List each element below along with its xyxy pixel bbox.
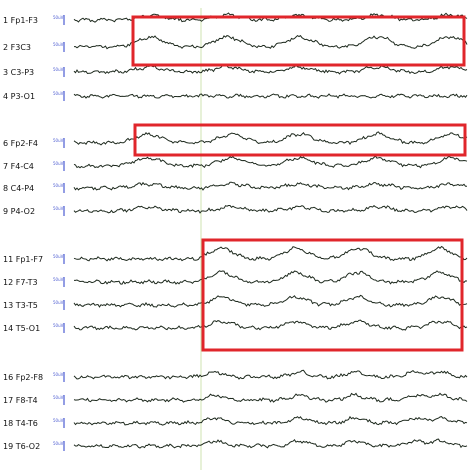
channel-label: 18 T4-T6: [3, 419, 38, 428]
channel-label: 9 P4-O2: [3, 207, 35, 216]
highlight-boxes: [131, 15, 467, 352]
scale-label: 50uV: [53, 418, 64, 423]
channel-label: 6 Fp2-F4: [3, 139, 38, 148]
channel-label: 14 T5-O1: [3, 324, 40, 333]
eeg-trace: [74, 270, 468, 285]
scale-label: 50uV: [53, 395, 64, 400]
scale-label: 50uV: [53, 372, 64, 377]
eeg-trace: [73, 294, 468, 308]
eeg-trace: [73, 369, 468, 380]
scale-label: 50uV: [53, 277, 64, 282]
scale-label: 50uV: [53, 15, 64, 20]
eeg-trace: [73, 205, 468, 214]
highlight-box: [133, 123, 467, 157]
eeg-trace: [73, 64, 468, 75]
eeg-traces: [73, 12, 468, 449]
scale-label: 50uV: [53, 67, 64, 72]
scale-label: 50uV: [53, 323, 64, 328]
eeg-trace: [74, 34, 468, 50]
eeg-trace: [73, 155, 468, 169]
channel-label: 2 F3C3: [3, 43, 31, 52]
eeg-trace: [73, 438, 468, 449]
channel-label: 8 C4-P4: [3, 184, 34, 193]
eeg-trace: [73, 93, 468, 99]
eeg-trace: [73, 392, 468, 403]
channel-label: 13 T3-T5: [3, 301, 38, 310]
channel-label: 1 Fp1-F3: [3, 16, 38, 25]
channel-label: 11 Fp1-F7: [3, 255, 43, 264]
scale-label: 50uV: [53, 138, 64, 143]
channel-label: 19 T6-O2: [3, 442, 40, 451]
scale-label: 50uV: [53, 161, 64, 166]
scale-label: 50uV: [53, 300, 64, 305]
channel-label: 7 F4-C4: [3, 162, 34, 171]
eeg-trace: [73, 415, 468, 426]
channel-label: 16 Fp2-F8: [3, 373, 43, 382]
scale-label: 50uV: [53, 206, 64, 211]
scale-label: 50uV: [53, 254, 64, 259]
channel-label: 4 P3-O1: [3, 92, 35, 101]
highlight-box: [131, 15, 466, 67]
eeg-trace: [73, 181, 467, 191]
scale-label: 50uV: [53, 42, 64, 47]
channel-label: 12 F7-T3: [3, 278, 38, 287]
eeg-trace: [73, 131, 468, 146]
channel-label: 17 F8-T4: [3, 396, 38, 405]
eeg-trace: [73, 319, 468, 331]
channel-labels: 1 Fp1-F3 50uV 2 F3C3 50uV 3 C3-P3 50uV 4 P3-O1…: [3, 15, 65, 451]
channel-label: 3 C3-P3: [3, 68, 34, 77]
highlight-box: [201, 238, 464, 352]
scale-label: 50uV: [53, 183, 64, 188]
eeg-trace: [73, 245, 468, 262]
scale-label: 50uV: [53, 441, 64, 446]
scale-label: 50uV: [53, 91, 64, 96]
